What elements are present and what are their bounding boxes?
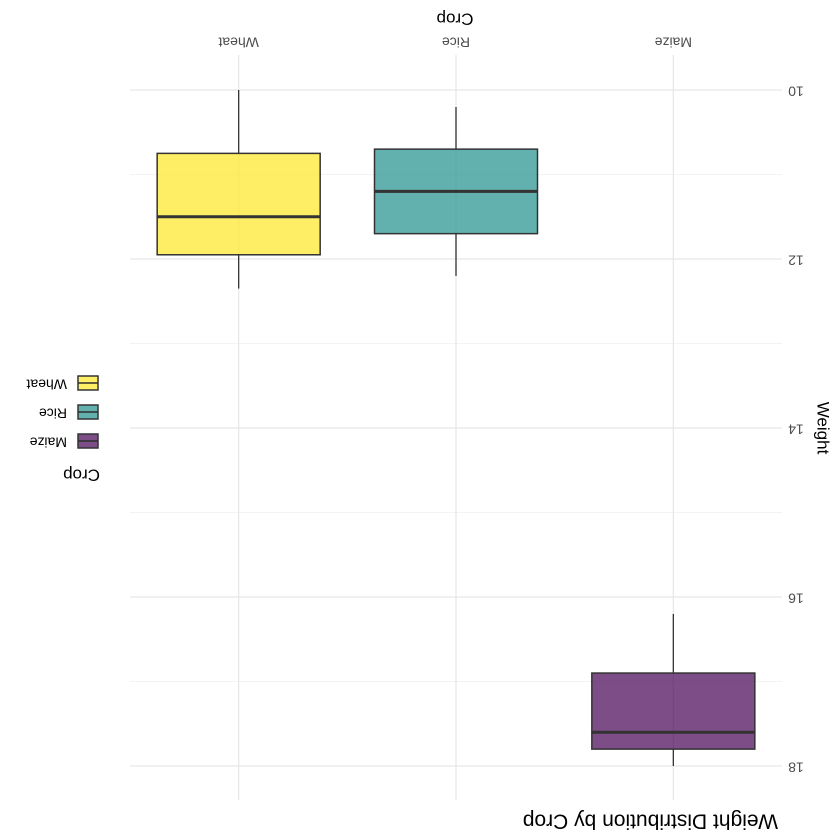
- y-tick-label: 12: [788, 252, 804, 268]
- titles: Crop Weight Weight Distribution by Crop: [437, 10, 833, 833]
- legend-label: Maize: [29, 434, 67, 450]
- y-tick-labels: 10 12 14 16 18: [788, 83, 804, 775]
- y-tick-label: 14: [788, 421, 804, 437]
- y-tick-label: 16: [788, 590, 804, 606]
- legend-item-maize: Maize: [29, 433, 99, 450]
- y-tick-label: 18: [788, 759, 804, 775]
- box-rice: [373, 106, 539, 276]
- x-tick-label: Rice: [442, 34, 470, 50]
- box-body: [156, 152, 321, 256]
- legend-item-rice: Rice: [39, 404, 99, 421]
- y-axis-title: Weight: [814, 402, 833, 455]
- box-maize: [591, 613, 756, 766]
- x-tick-labels: Maize Rice Wheat: [218, 34, 692, 50]
- x-axis-title: Crop: [437, 10, 474, 29]
- y-tick-label: 10: [788, 83, 804, 99]
- chart-title: Weight Distribution by Crop: [523, 809, 778, 832]
- x-tick-label: Maize: [654, 34, 692, 50]
- legend-title: Crop: [63, 466, 100, 485]
- legend-label: Wheat: [26, 376, 67, 392]
- x-tick-label: Wheat: [218, 34, 259, 50]
- legend-label: Rice: [39, 405, 67, 421]
- legend: Crop Maize Rice Wheat: [26, 375, 100, 485]
- legend-item-wheat: Wheat: [26, 375, 99, 392]
- box-wheat: [156, 90, 321, 289]
- boxes: [156, 90, 756, 766]
- box-body: [591, 672, 756, 750]
